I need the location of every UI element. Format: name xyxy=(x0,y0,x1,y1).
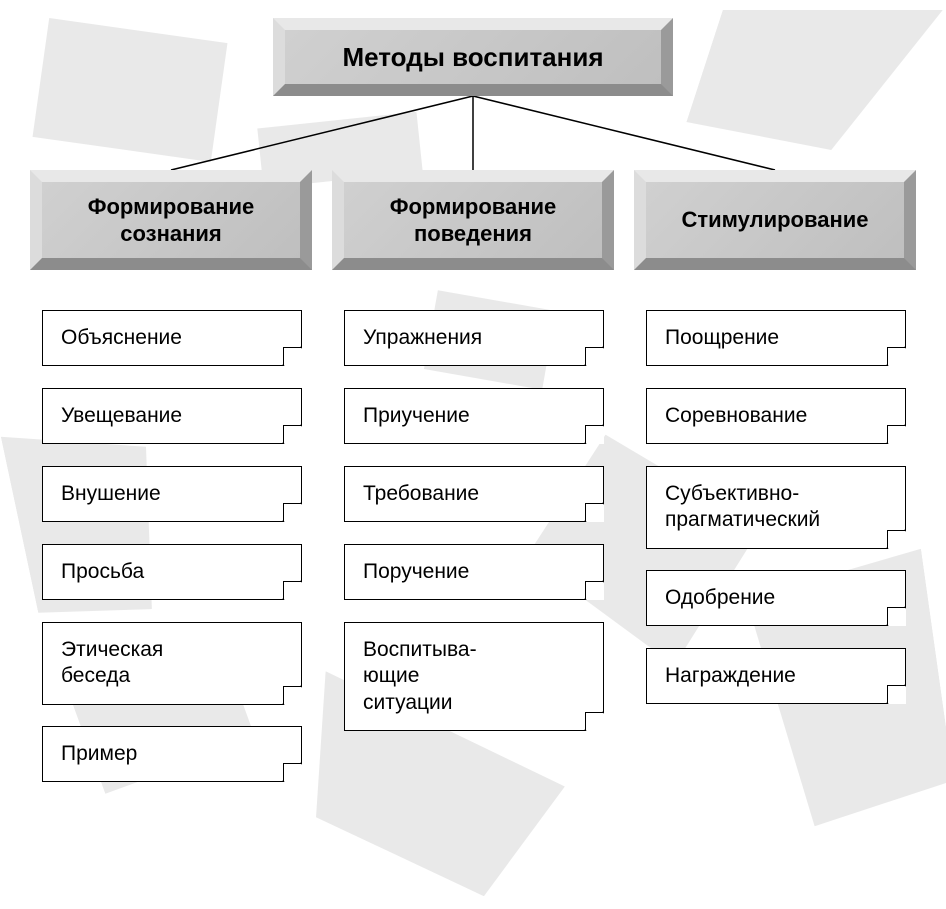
item-node: Приучение xyxy=(344,388,604,444)
page-fold-icon xyxy=(585,425,603,443)
item-node: Этическаябеседа xyxy=(42,622,302,705)
page-fold-icon xyxy=(887,347,905,365)
category-node: Стимулирование xyxy=(634,170,916,270)
item-node: Поощрение xyxy=(646,310,906,366)
item-node: Упражнения xyxy=(344,310,604,366)
page-fold-icon xyxy=(887,530,905,548)
page-fold-icon xyxy=(585,712,603,730)
page-fold-icon xyxy=(887,425,905,443)
item-node: Субъективно-прагматический xyxy=(646,466,906,549)
category-label: Стимулирование xyxy=(681,206,868,234)
page-fold-icon xyxy=(283,686,301,704)
category-label: Формированиеповедения xyxy=(390,193,557,248)
page-fold-icon xyxy=(283,581,301,599)
page-fold-icon xyxy=(887,685,905,703)
item-node: Пример xyxy=(42,726,302,782)
item-node: Поручение xyxy=(344,544,604,600)
diagram-content: Методы воспитания Формированиесознания Фо… xyxy=(0,0,946,896)
page-fold-icon xyxy=(283,425,301,443)
page-fold-icon xyxy=(887,607,905,625)
item-node: Внушение xyxy=(42,466,302,522)
page-fold-icon xyxy=(585,347,603,365)
root-label: Методы воспитания xyxy=(342,42,603,73)
item-node: Воспитыва-ющиеситуации xyxy=(344,622,604,731)
item-node: Награждение xyxy=(646,648,906,704)
item-node: Объяснение xyxy=(42,310,302,366)
item-node: Увещевание xyxy=(42,388,302,444)
page-fold-icon xyxy=(585,581,603,599)
item-node: Одобрение xyxy=(646,570,906,626)
category-node: Формированиесознания xyxy=(30,170,312,270)
item-node: Просьба xyxy=(42,544,302,600)
category-node: Формированиеповедения xyxy=(332,170,614,270)
page-fold-icon xyxy=(283,763,301,781)
page-fold-icon xyxy=(283,503,301,521)
page-fold-icon xyxy=(585,503,603,521)
item-node: Соревнование xyxy=(646,388,906,444)
root-node: Методы воспитания xyxy=(273,18,673,96)
category-label: Формированиесознания xyxy=(88,193,255,248)
page-fold-icon xyxy=(283,347,301,365)
item-node: Требование xyxy=(344,466,604,522)
